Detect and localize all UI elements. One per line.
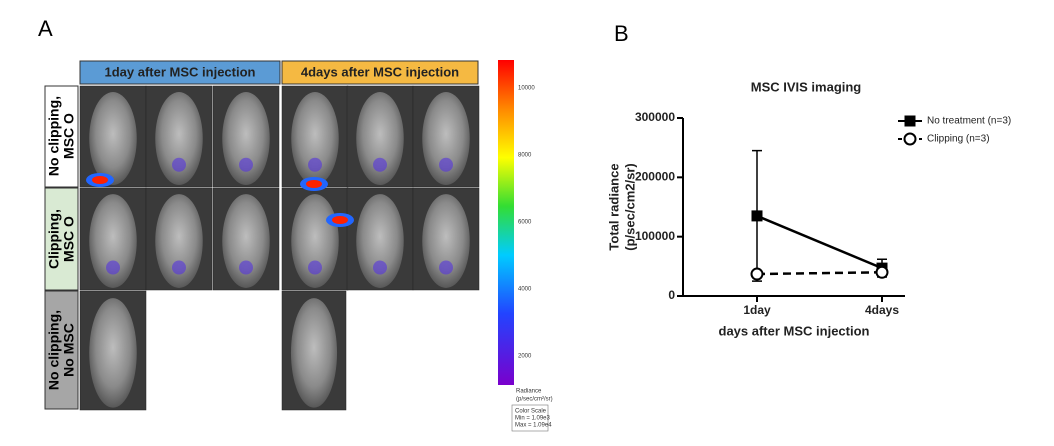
signal — [373, 157, 387, 172]
y-tick-label: 300000 — [635, 110, 675, 124]
hotspot — [92, 176, 108, 184]
color-scale: Max = 1.09e4 — [515, 423, 552, 429]
signal — [308, 260, 322, 275]
mouse — [422, 194, 470, 288]
signal — [239, 157, 253, 172]
chart: MSC IVIS imaging 0 100000 200000 300000 1day 4… — [606, 79, 1011, 338]
y-tick-label: 200000 — [635, 170, 675, 184]
mouse — [290, 298, 338, 408]
mouse — [422, 92, 470, 185]
signal — [239, 260, 253, 275]
series-line — [756, 271, 883, 276]
legend-marker — [903, 132, 917, 146]
colorbar-tick: 4000 — [518, 287, 532, 293]
colorbar-tick: 6000 — [518, 220, 532, 226]
colorbar-tick: 2000 — [518, 354, 532, 360]
row-label: MSC O — [61, 216, 77, 262]
column-header: 4days after MSC injection — [301, 64, 459, 79]
data-point — [751, 210, 763, 222]
mouse — [222, 92, 270, 185]
row-box — [44, 187, 79, 291]
colorbar-tick: 10000 — [518, 86, 535, 92]
header-box — [281, 60, 479, 85]
header-box — [79, 60, 281, 85]
mouse — [356, 194, 404, 288]
y-axis-label: (p/sec/cm2/sr) — [622, 163, 637, 250]
row-label: No clipping, — [46, 310, 62, 390]
chart-title: MSC IVIS imaging — [751, 79, 862, 94]
mouse — [291, 92, 339, 185]
hotspot — [332, 216, 348, 224]
hotspot — [306, 180, 322, 188]
colorbar-label: (p/sec/cm²/sr) — [516, 397, 553, 403]
mouse-images — [79, 85, 480, 411]
signal — [308, 157, 322, 172]
color-scale: Color Scale — [515, 409, 547, 415]
mouse — [155, 194, 203, 288]
legend-label: No treatment (n=3) — [927, 116, 1011, 127]
signal — [172, 157, 186, 172]
data-point — [750, 267, 764, 281]
colorbar-label: Radiance — [516, 389, 542, 395]
mouse — [356, 92, 404, 185]
column-header: 1day after MSC injection — [105, 64, 256, 79]
signal — [373, 260, 387, 275]
signal — [439, 157, 453, 172]
row-label: Clipping, — [46, 209, 62, 269]
color-scale-box — [511, 404, 549, 432]
mouse — [89, 194, 137, 288]
panel-label: A — [38, 16, 53, 41]
legend-label: Clipping (n=3) — [927, 134, 990, 145]
data-point — [875, 265, 889, 279]
y-axis-label: Total radiance — [606, 163, 621, 250]
signal — [439, 260, 453, 275]
color-scale: Min = 1.09e3 — [515, 416, 551, 422]
signal — [106, 260, 120, 275]
y-tick-label: 100000 — [635, 229, 675, 243]
series-line — [756, 214, 883, 270]
y-tick-label: 0 — [668, 288, 675, 302]
colorbar — [498, 60, 514, 385]
row-box — [44, 85, 79, 188]
x-tick-label: 4days — [865, 303, 899, 317]
colorbar-tick: 8000 — [518, 153, 532, 159]
x-tick-label: 1day — [743, 303, 771, 317]
mouse — [222, 194, 270, 288]
signal — [172, 260, 186, 275]
row-label: MSC O — [61, 113, 77, 159]
row-box — [44, 290, 79, 410]
legend-marker — [904, 115, 916, 127]
row-label: No clipping, — [46, 96, 62, 176]
mouse — [89, 92, 137, 185]
mouse — [155, 92, 203, 185]
mouse — [89, 298, 137, 408]
row-label: No MSC — [61, 323, 77, 377]
x-axis-label: days after MSC injection — [719, 323, 870, 338]
panel-label: B — [614, 21, 629, 46]
